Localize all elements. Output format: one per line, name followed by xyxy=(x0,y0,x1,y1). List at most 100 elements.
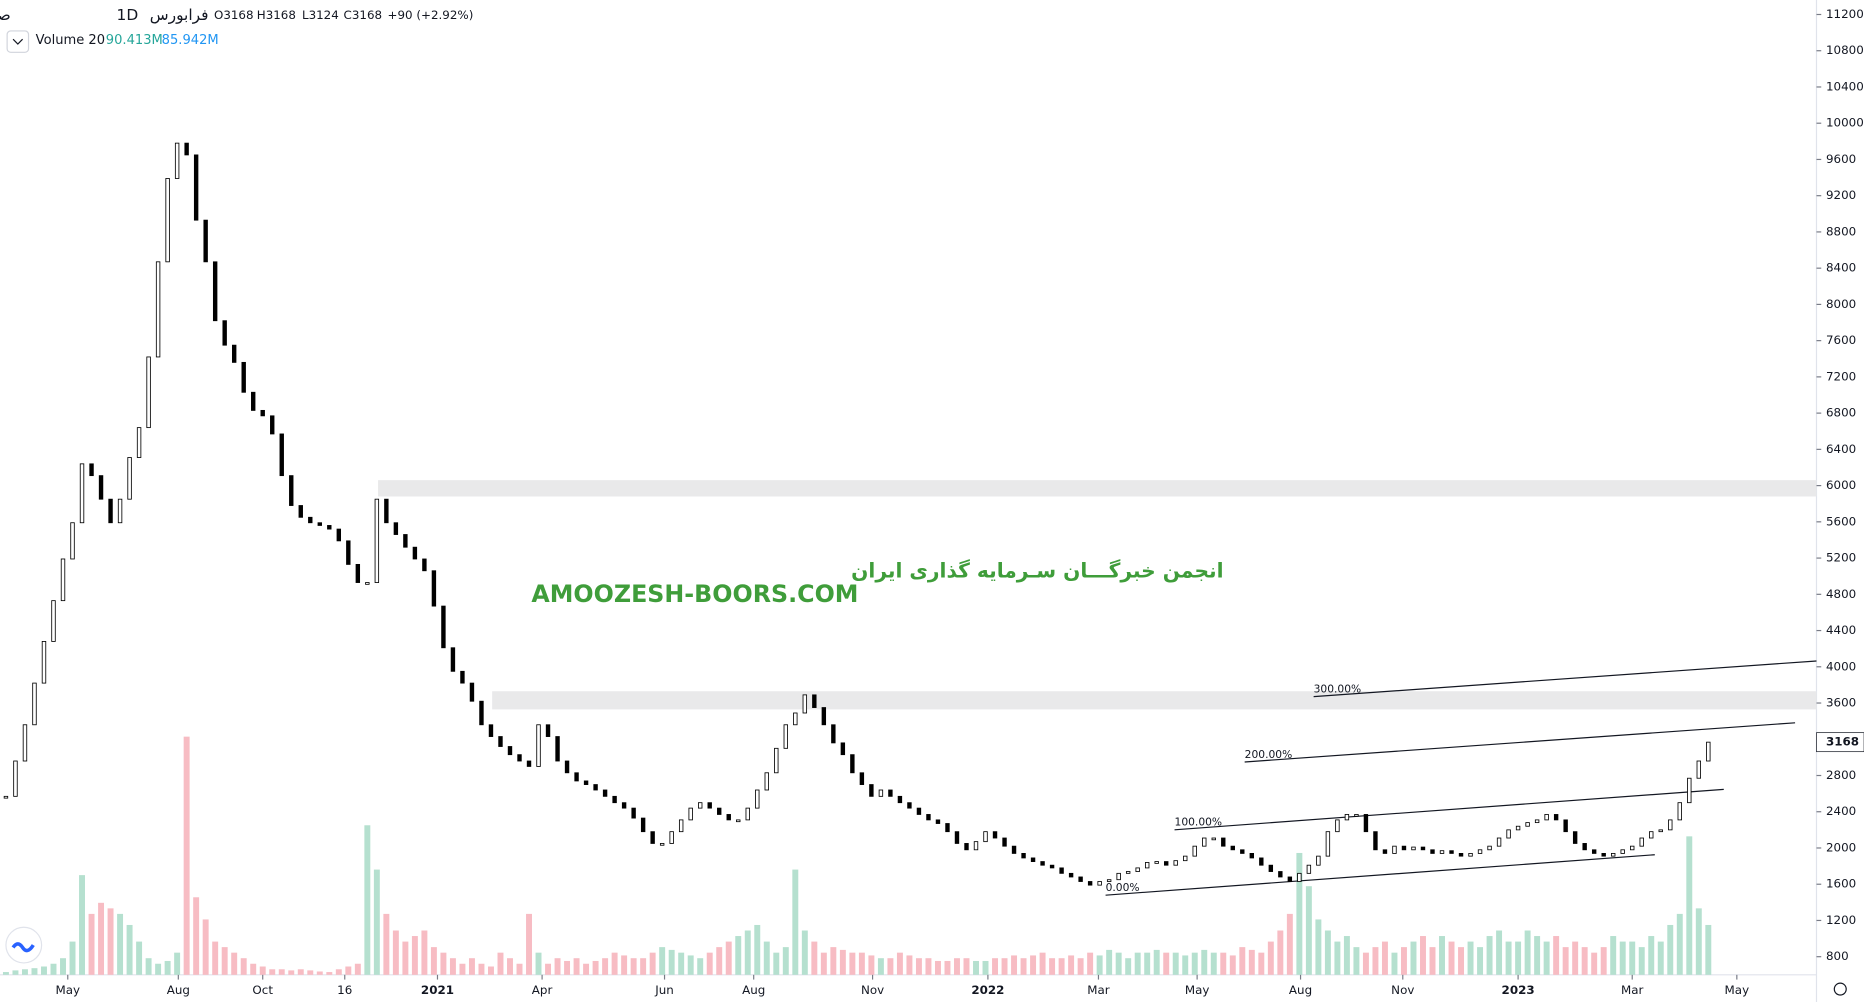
volume-bar xyxy=(1030,955,1037,975)
candle xyxy=(1506,829,1511,839)
candle xyxy=(1202,837,1207,847)
volume-bar xyxy=(1258,952,1265,975)
volume-bar xyxy=(421,930,428,975)
candle xyxy=(403,534,408,548)
volume-bar xyxy=(735,936,742,975)
volume-bar xyxy=(411,936,418,975)
x-tick-label: Mar xyxy=(1087,983,1110,997)
candle xyxy=(498,736,503,747)
volume-bar xyxy=(1315,919,1322,975)
y-tick-label: 4400 xyxy=(1826,623,1856,637)
volume-bar xyxy=(50,963,57,975)
candle xyxy=(1601,853,1606,857)
y-tick-label: 7600 xyxy=(1826,333,1856,347)
candle xyxy=(945,823,950,833)
volume-bar xyxy=(1239,947,1246,975)
volume-bar xyxy=(117,913,124,975)
candle xyxy=(1116,872,1121,881)
volume-bar xyxy=(858,952,865,975)
channel-label: 0.00% xyxy=(1106,881,1140,894)
x-tick-label: Oct xyxy=(252,983,273,997)
candle xyxy=(1144,862,1150,869)
volume-bar xyxy=(2,972,9,975)
y-tick-label: 8400 xyxy=(1826,261,1856,275)
volume-bar xyxy=(1001,958,1008,975)
candle xyxy=(593,784,598,791)
x-tick-label: Aug xyxy=(167,983,190,997)
volume-bar xyxy=(1096,955,1103,975)
candle xyxy=(1316,855,1321,866)
candle xyxy=(1696,760,1701,779)
candle xyxy=(460,670,465,684)
x-tick-label: May xyxy=(55,983,80,997)
candle xyxy=(346,540,351,565)
candle xyxy=(1040,861,1045,866)
logo[interactable] xyxy=(5,926,43,964)
y-tick-label: 800 xyxy=(1826,949,1849,963)
settings-icon[interactable] xyxy=(1833,982,1847,996)
channel-label: 300.00% xyxy=(1314,683,1362,696)
volume-bar xyxy=(373,869,380,975)
candle xyxy=(1268,864,1274,872)
candle xyxy=(1458,853,1464,857)
candle xyxy=(755,789,760,809)
volume-bar xyxy=(1381,941,1388,975)
x-tick-label: May xyxy=(1725,983,1750,997)
volume-bar xyxy=(1667,924,1674,975)
collapse-button[interactable] xyxy=(6,30,30,53)
volume-bar xyxy=(221,947,228,975)
y-tick-label: 6000 xyxy=(1826,478,1856,492)
volume-bar xyxy=(1448,941,1455,975)
candle xyxy=(1363,814,1369,833)
volume-bar xyxy=(468,958,475,975)
volume-bar xyxy=(1657,941,1664,975)
candle xyxy=(526,760,532,767)
y-tick-label: 1600 xyxy=(1826,877,1856,891)
volume-bar xyxy=(259,966,266,975)
volume-bar xyxy=(1524,930,1531,975)
candle xyxy=(1639,837,1644,847)
candle xyxy=(964,843,969,851)
volume-bar xyxy=(782,947,789,975)
y-tick-label: 1200 xyxy=(1826,913,1856,927)
candle xyxy=(251,391,256,411)
candle xyxy=(184,142,189,156)
candle xyxy=(1706,741,1711,762)
logo-icon xyxy=(11,942,35,953)
candle xyxy=(1496,837,1502,847)
candle xyxy=(517,754,522,762)
candle xyxy=(707,802,712,809)
volume-bar xyxy=(839,949,846,975)
volume-bar xyxy=(602,958,609,975)
volume-bar xyxy=(535,952,542,975)
candle xyxy=(1668,819,1673,831)
candle xyxy=(745,807,750,821)
candle xyxy=(812,694,817,708)
candle xyxy=(193,154,199,221)
volume-bar xyxy=(592,960,599,975)
candle xyxy=(1373,831,1378,851)
volume-bar xyxy=(507,958,513,975)
candle xyxy=(412,546,418,560)
volume-bar xyxy=(564,960,571,975)
volume-bar xyxy=(773,952,780,975)
volume-bar xyxy=(1039,952,1046,975)
volume-bar xyxy=(1629,941,1636,975)
volume-bar xyxy=(992,958,998,975)
volume-bar xyxy=(212,941,219,975)
candle xyxy=(555,736,560,762)
candle xyxy=(1068,872,1074,878)
candle xyxy=(1572,831,1578,844)
candle xyxy=(726,814,731,821)
volume-bar xyxy=(554,958,561,975)
volume-bar xyxy=(354,963,361,975)
candle xyxy=(1649,831,1654,839)
volume-bar xyxy=(1125,958,1132,975)
watermark-fa: انجمن خبرگـــان سـرمایه گذاری ایران xyxy=(851,558,1223,582)
candle xyxy=(1611,853,1616,857)
volume-bar xyxy=(1467,941,1474,975)
candle xyxy=(612,795,617,804)
candle xyxy=(212,261,218,322)
candle xyxy=(1553,814,1559,821)
